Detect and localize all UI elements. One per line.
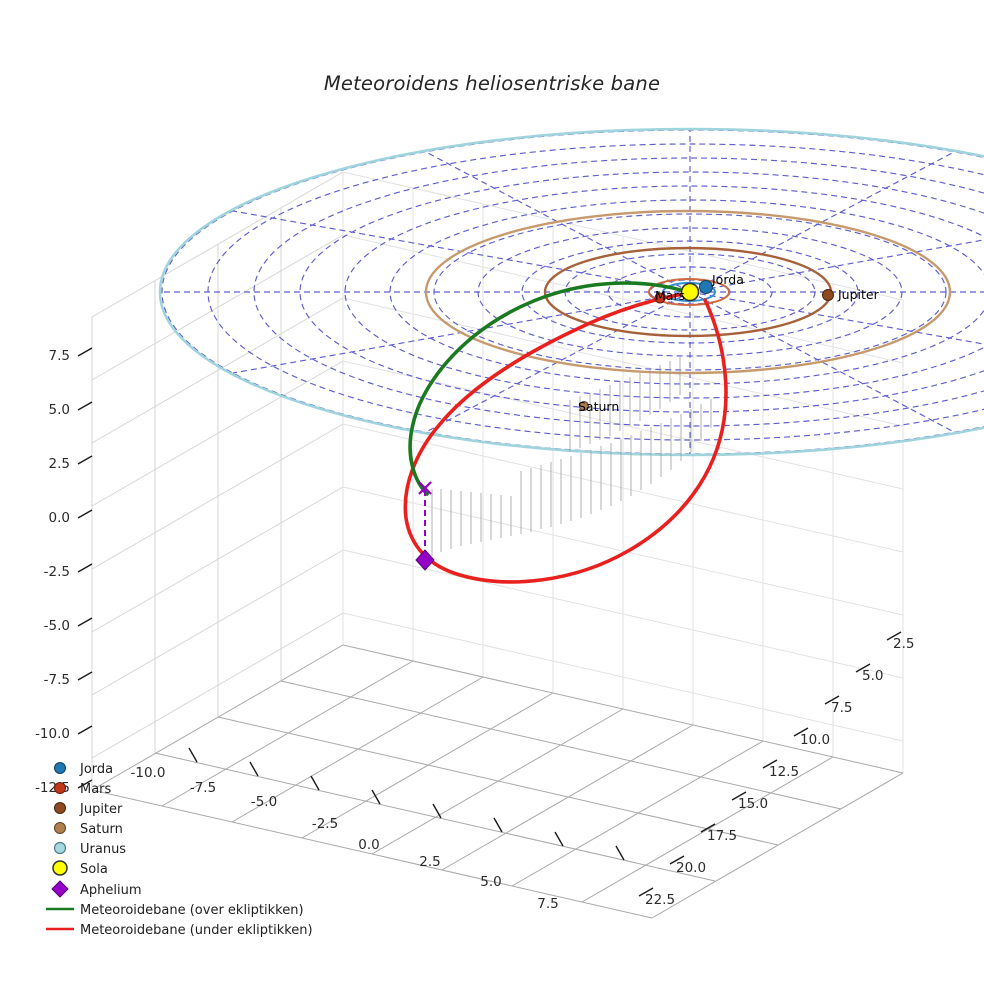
- x-axis-ticks: [188, 747, 625, 861]
- meteoroid-orbit-over-ecliptic: [408, 281, 692, 496]
- legend: Jorda Mars Jupiter Saturn: [46, 762, 313, 938]
- legend-item-jupiter[interactable]: Jupiter: [54, 802, 124, 817]
- z-tick-label: -7.5: [44, 672, 70, 688]
- y-tick-label: 5.0: [862, 668, 883, 684]
- legend-item-jorda[interactable]: Jorda: [54, 762, 114, 777]
- z-tick-label: 2.5: [49, 456, 70, 472]
- body-label-jupiter: Jupiter: [837, 287, 880, 302]
- page-title: Meteoroidens heliosentriske bane: [323, 72, 661, 95]
- legend-marker-jupiter: [54, 802, 66, 814]
- legend-item-mars[interactable]: Mars: [54, 782, 112, 797]
- body-label-saturn: Saturn: [578, 399, 619, 414]
- axis-pane-right: [342, 171, 904, 773]
- x-tick-label: -5.0: [251, 794, 277, 810]
- z-tick-label: -2.5: [44, 564, 70, 580]
- y-tick-label: 22.5: [645, 892, 675, 908]
- aphelium-projection-marker: [418, 481, 432, 495]
- y-tick-label: 20.0: [676, 860, 706, 876]
- orbit-mars: [648, 278, 730, 306]
- x-tick-label: 0.0: [358, 837, 379, 853]
- z-axis-ticks: [77, 347, 93, 789]
- legend-marker-jorda: [54, 762, 66, 774]
- legend-label-sola: Sola: [80, 862, 108, 877]
- legend-item-aphelium[interactable]: Aphelium: [51, 880, 142, 898]
- legend-marker-sola: [52, 860, 68, 876]
- legend-item-orbit-under[interactable]: Meteoroidebane (under ekliptikken): [46, 923, 313, 938]
- legend-item-orbit-over[interactable]: Meteoroidebane (over ekliptikken): [46, 903, 304, 918]
- y-axis-tick-labels: 2.5 5.0 7.5 10.0 12.5 15.0 17.5 20.0 22.…: [645, 636, 914, 908]
- legend-marker-uranus: [53, 841, 67, 855]
- x-tick-label: -2.5: [312, 816, 338, 832]
- legend-label-orbit-under: Meteoroidebane (under ekliptikken): [80, 923, 313, 938]
- x-tick-label: 7.5: [537, 896, 558, 912]
- x-tick-label: 2.5: [419, 854, 440, 870]
- y-tick-label: 17.5: [707, 828, 737, 844]
- z-tick-label: 0.0: [49, 510, 70, 526]
- legend-label-orbit-over: Meteoroidebane (over ekliptikken): [80, 903, 304, 918]
- body-marker-sola: [680, 282, 700, 302]
- legend-item-uranus[interactable]: Uranus: [53, 841, 127, 857]
- legend-label-uranus: Uranus: [80, 842, 126, 857]
- legend-label-aphelium: Aphelium: [80, 883, 142, 898]
- body-labels: Jorda Mars Jupiter Saturn: [578, 272, 880, 414]
- legend-marker-aphelium: [51, 880, 69, 898]
- body-marker-jorda: [699, 280, 713, 294]
- z-tick-label: 7.5: [49, 348, 70, 364]
- meteoroid-stem-lines: [431, 357, 712, 556]
- x-axis-tick-labels: -10.0 -7.5 -5.0 -2.5 0.0 2.5 5.0 7.5: [131, 765, 559, 912]
- x-tick-label: 5.0: [480, 874, 501, 890]
- body-label-jorda: Jorda: [711, 272, 744, 287]
- legend-item-saturn[interactable]: Saturn: [54, 822, 123, 837]
- body-marker-mars: [654, 292, 666, 304]
- legend-label-mars: Mars: [80, 782, 112, 797]
- axis-pane-left: [91, 171, 344, 790]
- x-tick-label: -7.5: [190, 780, 216, 796]
- z-tick-label: -10.0: [35, 726, 70, 742]
- y-tick-label: 2.5: [893, 636, 914, 652]
- y-axis-ticks: [638, 631, 902, 897]
- y-tick-label: 10.0: [800, 732, 830, 748]
- aphelium-marker: [415, 549, 435, 571]
- legend-label-jorda: Jorda: [79, 762, 113, 777]
- meteoroid-orbit-under-ecliptic: [403, 291, 728, 584]
- z-tick-label: -5.0: [44, 618, 70, 634]
- y-tick-label: 7.5: [831, 700, 852, 716]
- x-tick-label: -10.0: [131, 765, 166, 781]
- body-marker-saturn: [579, 401, 589, 411]
- orbit-saturn: [424, 209, 952, 375]
- axis-pane-floor: [91, 644, 904, 919]
- body-marker-jupiter: [822, 289, 834, 301]
- legend-marker-saturn: [54, 822, 66, 834]
- legend-label-jupiter: Jupiter: [79, 802, 123, 817]
- z-axis-tick-labels: 7.5 5.0 2.5 0.0 -2.5 -5.0 -7.5 -10.0 -12…: [35, 348, 70, 796]
- y-tick-label: 12.5: [769, 764, 799, 780]
- orbit-uranus: [158, 127, 984, 457]
- z-tick-label: 5.0: [49, 402, 70, 418]
- legend-label-saturn: Saturn: [80, 822, 123, 837]
- y-tick-label: 15.0: [738, 796, 768, 812]
- legend-item-sola[interactable]: Sola: [52, 860, 108, 877]
- legend-marker-mars: [54, 782, 66, 794]
- body-label-mars: Mars: [655, 288, 685, 303]
